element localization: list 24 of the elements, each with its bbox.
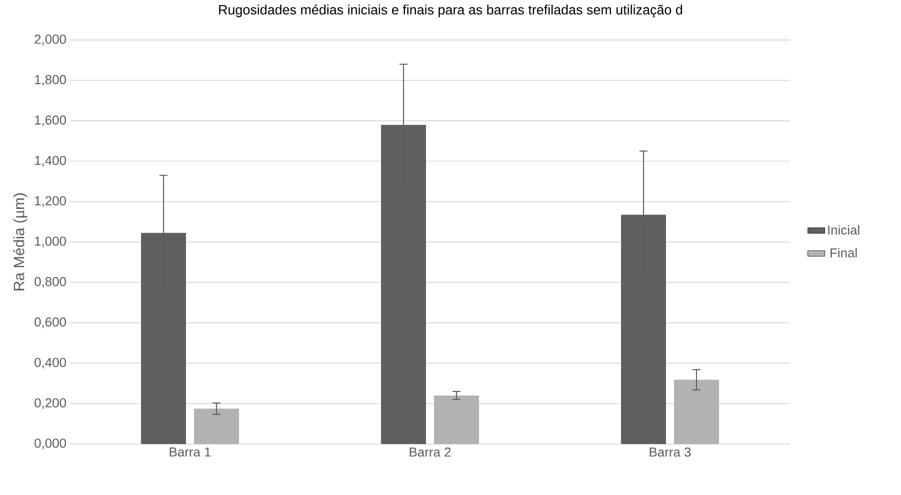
legend-label: Inicial xyxy=(828,225,860,235)
y-tick-label: 2,000 xyxy=(34,34,66,46)
y-tick-label: 0,000 xyxy=(34,438,66,450)
bar xyxy=(194,408,240,444)
bar xyxy=(621,214,666,444)
x-tick-label: Barra 1 xyxy=(170,448,211,457)
y-tick-label: 1,400 xyxy=(35,156,66,167)
legend-label: Final xyxy=(830,248,857,258)
y-tick-label: 0,200 xyxy=(34,398,66,409)
bar xyxy=(141,232,186,444)
y-axis-title: Ra Média (µm) xyxy=(13,193,28,290)
y-tick-label: 0,400 xyxy=(34,358,66,369)
y-tick-label: 1,800 xyxy=(35,75,66,86)
x-tick-label: Barra 2 xyxy=(410,448,451,457)
y-tick-label: 1,600 xyxy=(35,115,66,126)
bar xyxy=(434,396,480,444)
x-tick-label: Barra 3 xyxy=(650,448,691,457)
chart-title: Rugosidades médias iniciais e finais para as barras trefiladas sem utilização d xyxy=(219,4,682,18)
y-tick-label: 1,200 xyxy=(35,196,66,207)
y-tick-label: 1,000 xyxy=(35,236,66,248)
y-tick-label: 0,600 xyxy=(34,317,66,328)
y-tick-label: 0,800 xyxy=(34,277,66,288)
bar xyxy=(381,124,426,444)
bar xyxy=(674,380,720,444)
